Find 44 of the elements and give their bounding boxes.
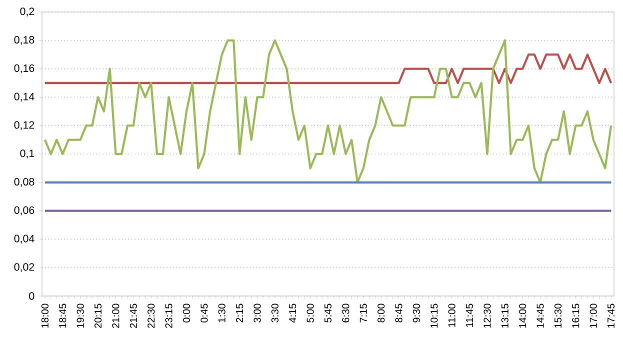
x-tick-label: 14:45	[536, 304, 544, 328]
x-tick-label: 15:30	[554, 304, 562, 328]
y-tick-label: 0,16	[14, 64, 34, 74]
x-tick-label: 0:45	[200, 304, 208, 322]
x-tick-label: 19:30	[76, 304, 84, 328]
x-tick-label: 23:15	[165, 304, 172, 328]
x-tick-label: 12:30	[484, 304, 491, 328]
x-tick-label: 5:45	[324, 304, 332, 322]
x-tick-label: 16:15	[572, 304, 580, 328]
x-tick-label: 11:00	[448, 304, 456, 327]
x-tick-label: 3:00	[254, 304, 261, 322]
y-tick-label: 0,18	[14, 36, 34, 45]
x-tick-label: 11:45	[466, 304, 474, 327]
x-tick-label: 8:45	[395, 304, 402, 322]
x-tick-label: 17:45	[608, 304, 615, 328]
y-tick-label: 0,08	[14, 178, 34, 187]
y-tick-label: 0,04	[14, 234, 34, 244]
x-tick-label: 5:00	[306, 304, 314, 322]
x-tick-label: 18:00	[41, 304, 48, 328]
x-tick-label: 17:00	[590, 304, 597, 328]
y-tick-label: 0,14	[14, 92, 34, 102]
y-tick-label: 0,02	[14, 263, 34, 272]
x-tick-label: 1:30	[218, 304, 226, 322]
x-tick-label: 13:15	[501, 304, 508, 328]
x-tick-label: 3:30	[271, 304, 278, 322]
x-tick-label: 6:30	[342, 304, 350, 322]
x-tick-label: 10:15	[430, 304, 438, 328]
x-tick-label: 4:15	[289, 304, 296, 323]
y-tick-label: 0	[29, 292, 34, 300]
x-tick-label: 21:00	[112, 304, 120, 328]
x-tick-label: 20:15	[94, 304, 102, 328]
x-tick-label: 21:45	[130, 304, 137, 328]
x-tick-label: 7:15	[360, 304, 367, 322]
x-tick-label: 2:15	[236, 304, 244, 322]
y-tick-label: 0,2	[20, 8, 34, 16]
x-tick-label: 0:00	[182, 304, 190, 322]
y-tick-label: 0,06	[14, 206, 34, 216]
x-tick-label: 14:00	[519, 304, 526, 328]
y-tick-label: 0,12	[14, 121, 34, 130]
y-tick-label: 0,1	[20, 150, 34, 158]
x-tick-label: 8:00	[378, 304, 385, 322]
x-tick-label: 9:30	[412, 304, 420, 322]
x-tick-label: 22:30	[148, 304, 155, 328]
x-tick-label: 18:45	[59, 304, 66, 328]
